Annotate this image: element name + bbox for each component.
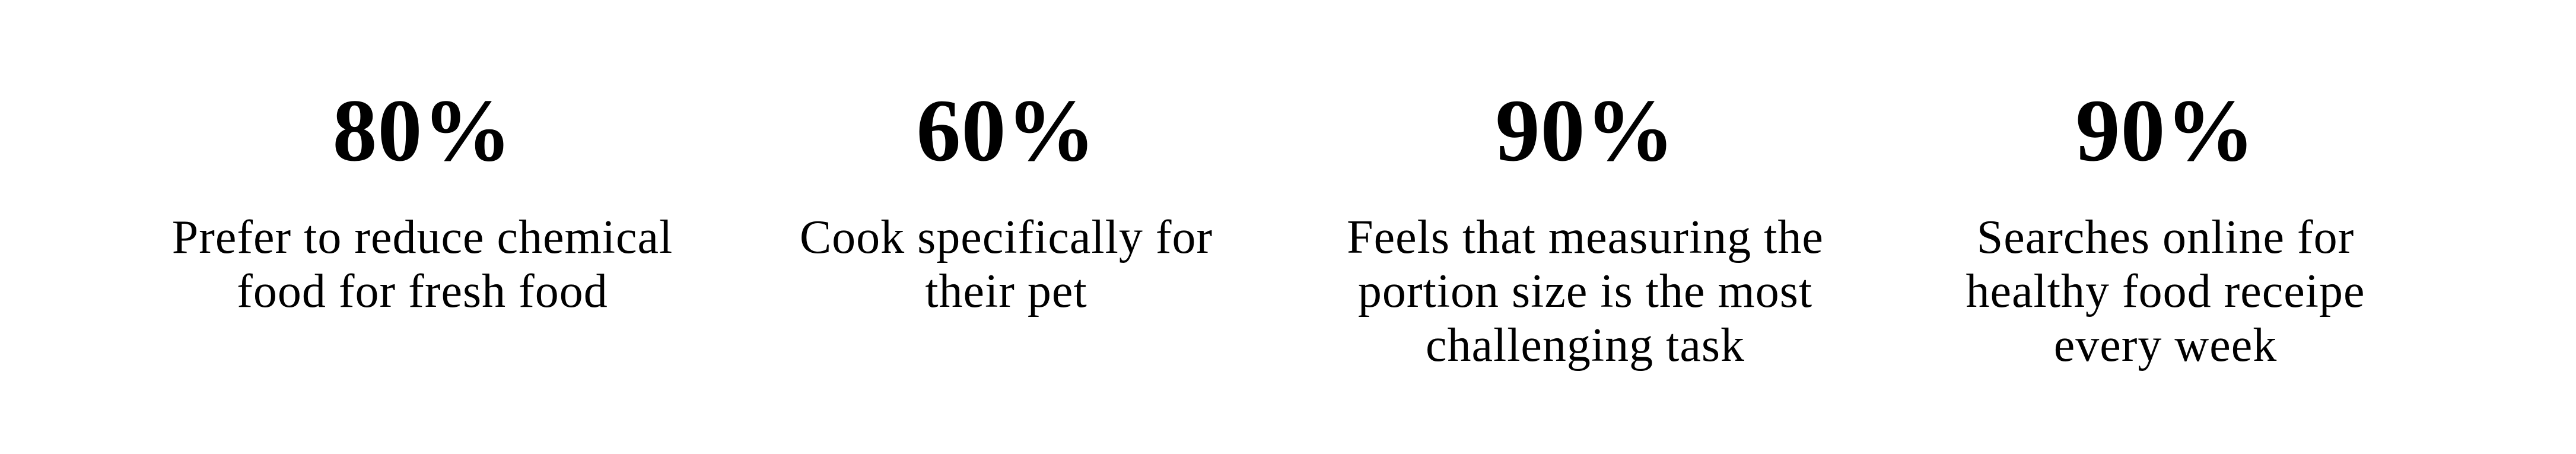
stat-description-line: healthy food receipe [1966,265,2365,318]
stat-item-online-search: 90% Searches online for healthy food rec… [1875,80,2456,373]
stat-description-line: portion size is the most [1357,265,1813,318]
stat-description-line: Searches online for [1976,211,2355,263]
stat-value: 90% [2075,81,2256,180]
stat-value: 90% [1495,81,1675,180]
stat-description: Cook specifically for their pet [739,211,1273,319]
stat-description-line: Cook specifically for [799,211,1213,263]
stat-description-line: Prefer to reduce chemical [171,211,673,263]
stat-description: Feels that measuring the portion size is… [1318,211,1852,373]
stat-value: 60% [916,81,1096,180]
stat-description-line: every week [2053,319,2278,372]
stat-value: 80% [332,81,513,180]
stat-description-line: their pet [925,265,1087,318]
stat-description: Prefer to reduce chemical food for fresh… [155,211,689,319]
stat-item-cook-for-pet: 60% Cook specifically for their pet [715,80,1297,319]
stat-item-chemical-food: 80% Prefer to reduce chemical food for f… [132,80,713,319]
stat-description-line: challenging task [1425,319,1745,372]
stat-item-portion-size: 90% Feels that measuring the portion siz… [1295,80,1876,373]
stat-description-line: food for fresh food [237,265,608,318]
stat-description-line: Feels that measuring the [1347,211,1824,263]
stat-description: Searches online for healthy food receipe… [1898,211,2432,373]
